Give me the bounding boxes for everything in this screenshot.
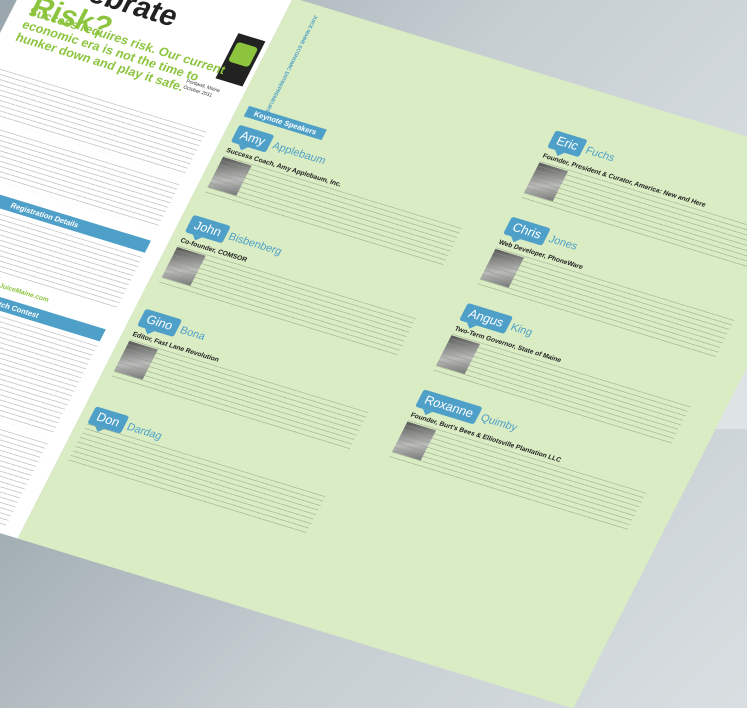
speaker-last-name: Bona [177, 323, 208, 343]
speaker-last-name: King [508, 320, 536, 339]
speaker-last-name: Jones [546, 232, 580, 253]
speaker-last-name: Fuchs [583, 143, 618, 164]
